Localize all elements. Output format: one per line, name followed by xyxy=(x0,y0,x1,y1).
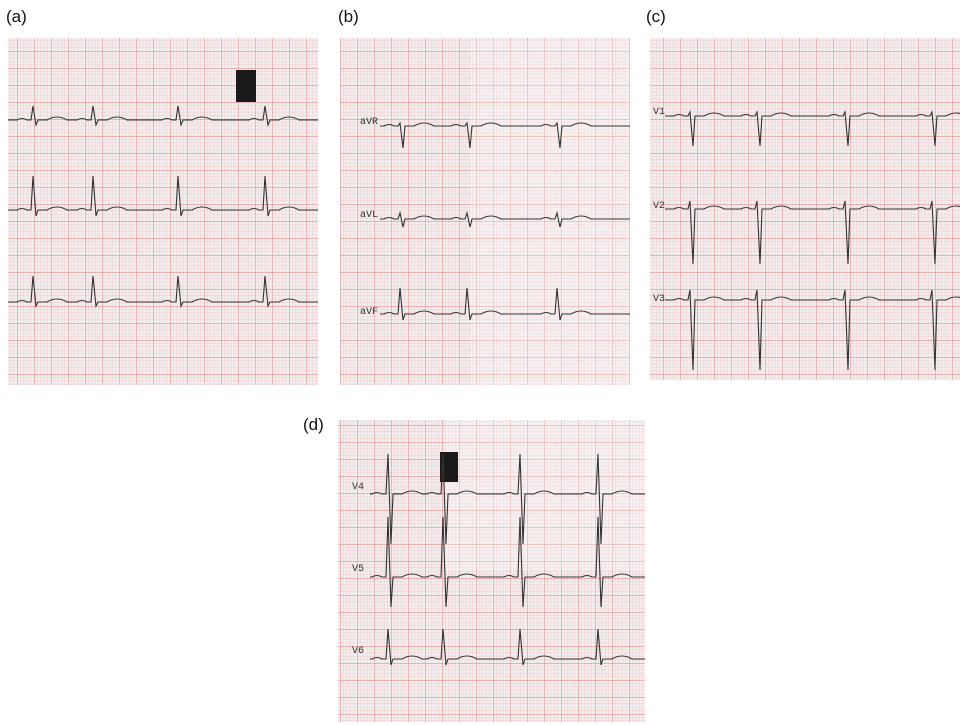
ecg-trace xyxy=(665,289,960,371)
panel-label: (a) xyxy=(6,7,27,26)
panel-label: (b) xyxy=(338,7,359,26)
lead-label: V2 xyxy=(653,201,665,212)
ecg-trace xyxy=(8,275,318,308)
ecg-trace xyxy=(380,121,630,149)
ecg-panel xyxy=(340,38,630,385)
ecg-trace xyxy=(380,210,630,228)
lead-label: V1 xyxy=(653,107,665,118)
panel-label: (d) xyxy=(303,415,324,434)
lead-label: V3 xyxy=(653,294,665,305)
lead-label: V5 xyxy=(352,564,364,575)
ecg-trace xyxy=(370,453,645,545)
ecg-panel xyxy=(650,38,960,380)
lead-label: aVR xyxy=(360,117,378,128)
ecg-trace xyxy=(8,105,318,128)
ecg-panel xyxy=(338,420,645,722)
lead-label: V4 xyxy=(352,482,364,493)
ecg-trace xyxy=(370,628,645,666)
ecg-trace xyxy=(8,175,318,217)
ecg-trace xyxy=(380,287,630,321)
lead-label: aVF xyxy=(360,307,378,318)
lead-label: V6 xyxy=(352,646,364,657)
ecg-trace xyxy=(665,110,960,147)
ecg-panel xyxy=(8,38,318,385)
panel-label: (c) xyxy=(646,7,666,26)
lead-label: aVL xyxy=(360,210,378,221)
ecg-trace xyxy=(370,516,645,608)
ecg-trace xyxy=(665,200,960,265)
